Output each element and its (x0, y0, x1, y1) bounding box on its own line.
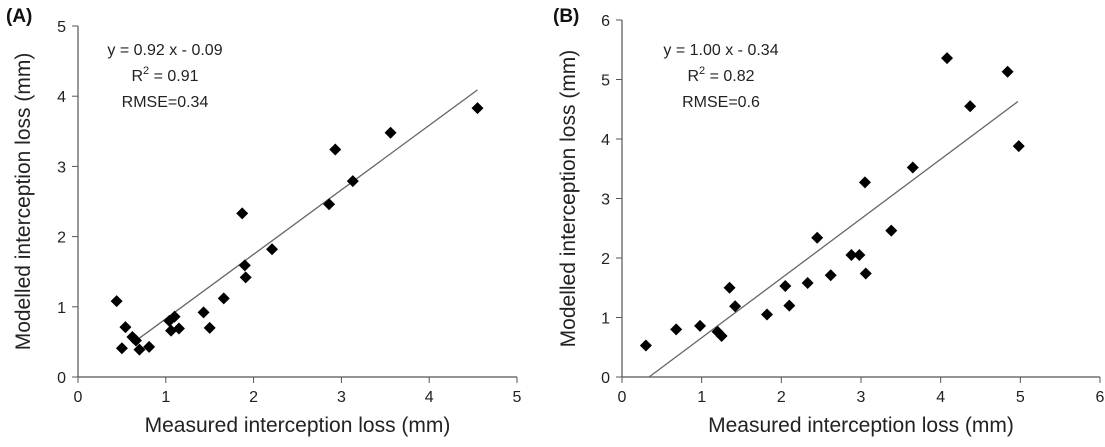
regression-line (648, 100, 1019, 378)
r-squared-symbol: R (687, 68, 699, 85)
y-tick-label: 2 (57, 230, 66, 247)
y-tick-label: 3 (601, 192, 610, 209)
data-point (694, 319, 707, 332)
data-point (906, 161, 919, 174)
data-point (779, 279, 792, 292)
r-squared-value: = 0.91 (149, 68, 198, 85)
data-point (110, 295, 123, 308)
data-point (239, 271, 252, 284)
y-tick-label: 5 (601, 73, 610, 90)
y-axis-title: Modelled interception loss (mm) (557, 50, 580, 348)
x-tick-label: 2 (249, 389, 258, 406)
data-point (885, 224, 898, 237)
data-point (941, 52, 954, 65)
y-tick-label: 1 (601, 311, 610, 328)
data-point (811, 231, 824, 244)
data-point (119, 321, 132, 334)
data-point (203, 321, 216, 334)
data-point (217, 292, 230, 305)
data-point (964, 100, 977, 113)
x-tick-label: 0 (618, 389, 627, 406)
r-squared-label: R2 = 0.82 (687, 65, 754, 85)
data-point (1001, 65, 1014, 78)
data-point (715, 329, 728, 342)
x-tick-label: 3 (337, 389, 346, 406)
r-squared-superscript: 2 (143, 65, 149, 77)
chart-panel-a: 0 1 2 3 4 5 0 1 2 3 4 5 Measured interception loss (… (6, 6, 522, 437)
chart-panel-b: 0 1 2 3 4 5 6 0 1 2 3 4 5 6 Measured interception loss… (553, 6, 1105, 437)
y-tick-label: 3 (57, 159, 66, 176)
data-point (323, 198, 336, 211)
y-tick-label: 6 (601, 13, 610, 30)
data-point (346, 175, 359, 188)
data-point (143, 340, 156, 353)
y-axis-title: Modelled interception loss (mm) (12, 53, 35, 351)
data-point (384, 126, 397, 139)
data-point (858, 176, 871, 189)
data-point (845, 249, 858, 262)
r-squared-superscript: 2 (699, 65, 705, 77)
data-point (639, 339, 652, 352)
r-squared-symbol: R (131, 68, 143, 85)
x-tick-label: 6 (1096, 389, 1105, 406)
x-tick-label: 1 (697, 389, 706, 406)
y-tick-label: 4 (601, 132, 610, 149)
x-tick-label: 5 (1016, 389, 1025, 406)
data-point (172, 322, 185, 335)
y-tick-label: 1 (57, 300, 66, 317)
data-point (1012, 140, 1025, 153)
data-point (783, 299, 796, 312)
y-tick-label: 4 (57, 89, 66, 106)
data-point (471, 102, 484, 115)
data-point (197, 306, 210, 319)
data-point (238, 259, 251, 272)
data-point (236, 207, 249, 220)
data-point (329, 143, 342, 156)
data-point (760, 308, 773, 321)
y-tick-label: 0 (57, 370, 66, 387)
y-tick-label: 2 (601, 251, 610, 268)
data-point (824, 269, 837, 282)
data-point (168, 310, 181, 323)
rmse-label: RMSE=0.34 (122, 94, 209, 111)
data-point (133, 343, 146, 356)
data-point (853, 249, 866, 262)
y-tick-label: 0 (601, 370, 610, 387)
x-tick-label: 3 (857, 389, 866, 406)
rmse-label: RMSE=0.6 (682, 94, 760, 111)
regression-equation: y = 1.00 x - 0.34 (663, 42, 778, 59)
panel-label: (A) (6, 6, 32, 27)
data-point (859, 267, 872, 280)
x-tick-label: 2 (777, 389, 786, 406)
x-axis-title: Measured interception loss (mm) (708, 414, 1014, 437)
data-point (266, 243, 279, 256)
x-tick-label: 1 (161, 389, 170, 406)
data-point (729, 300, 742, 313)
data-point (670, 323, 683, 336)
x-tick-label: 5 (513, 389, 522, 406)
regression-line (132, 89, 478, 344)
data-point (129, 334, 142, 347)
x-tick-label: 4 (425, 389, 434, 406)
data-point (723, 281, 736, 294)
x-tick-label: 4 (936, 389, 945, 406)
data-point (801, 276, 814, 289)
x-axis-title: Measured interception loss (mm) (145, 414, 451, 437)
panel-label: (B) (553, 6, 579, 27)
regression-equation: y = 0.92 x - 0.09 (107, 42, 222, 59)
y-tick-label: 5 (57, 19, 66, 36)
r-squared-value: = 0.82 (705, 68, 754, 85)
x-tick-label: 0 (74, 389, 83, 406)
data-point (115, 342, 128, 355)
r-squared-label: R2 = 0.91 (131, 65, 198, 85)
